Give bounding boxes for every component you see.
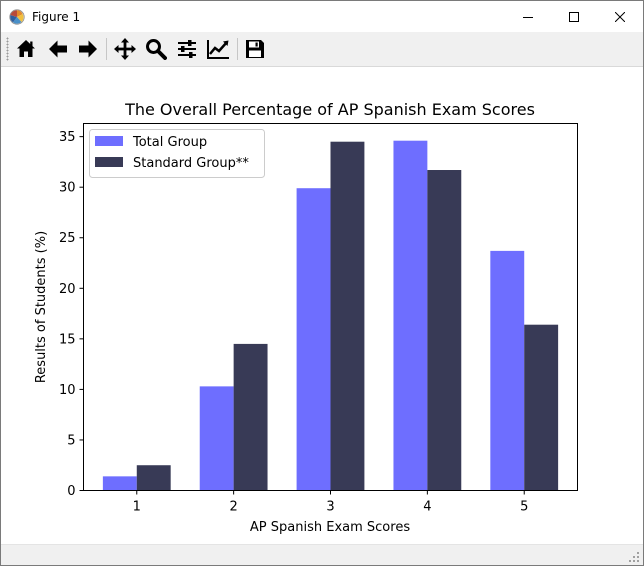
toolbar-separator xyxy=(237,38,238,60)
x-tick-label: 3 xyxy=(326,500,334,515)
x-ticks: 1 2 3 4 5 xyxy=(133,490,528,515)
x-axis-label: AP Spanish Exam Scores xyxy=(250,520,410,535)
y-tick-label: 35 xyxy=(59,130,76,145)
y-tick-label: 15 xyxy=(59,332,76,347)
magnifier-icon xyxy=(146,39,167,60)
resize-grip-icon[interactable] xyxy=(628,551,640,563)
legend: Total Group Standard Group** xyxy=(89,129,265,178)
back-button[interactable] xyxy=(45,36,71,62)
edit-axes-button[interactable] xyxy=(205,36,231,62)
matplotlib-logo-icon xyxy=(9,8,25,25)
legend-swatch-standard xyxy=(95,157,123,167)
navigation-toolbar xyxy=(1,32,643,67)
bar-total-4 xyxy=(393,140,428,491)
close-icon xyxy=(615,11,625,22)
x-tick-label: 2 xyxy=(229,500,237,515)
move-icon xyxy=(114,38,136,60)
legend-box xyxy=(89,129,265,178)
toolbar-grip[interactable] xyxy=(6,37,9,61)
arrow-right-icon xyxy=(79,40,97,58)
x-tick-label: 1 xyxy=(133,500,141,515)
minimize-icon xyxy=(523,16,533,18)
sliders-icon xyxy=(178,40,196,58)
bar-chart: The Overall Percentage of AP Spanish Exa… xyxy=(34,100,578,535)
bar-total-3 xyxy=(296,188,331,491)
floppy-icon xyxy=(246,40,264,58)
save-button[interactable] xyxy=(242,36,268,62)
arrow-left-icon xyxy=(49,40,67,58)
y-axis-label: Results of Students (%) xyxy=(34,231,49,383)
y-tick-label: 20 xyxy=(59,282,76,297)
plot-canvas[interactable]: The Overall Percentage of AP Spanish Exa… xyxy=(1,67,643,544)
legend-swatch-total xyxy=(95,136,123,146)
minimize-button[interactable] xyxy=(505,1,551,32)
home-icon xyxy=(17,40,35,57)
y-tick-label: 0 xyxy=(67,484,75,499)
toolbar-separator xyxy=(106,38,107,60)
home-button[interactable] xyxy=(13,36,39,62)
bar-standard-3 xyxy=(330,141,365,491)
chart-line-icon xyxy=(207,40,229,59)
zoom-button[interactable] xyxy=(143,36,169,62)
title-bar: Figure 1 xyxy=(1,1,643,32)
bar-standard-2 xyxy=(233,343,268,491)
bar-total-1 xyxy=(102,476,137,491)
pan-button[interactable] xyxy=(112,36,138,62)
subplots-button[interactable] xyxy=(174,36,200,62)
x-tick-label: 5 xyxy=(520,500,528,515)
bar-standard-4 xyxy=(427,170,462,491)
bar-standard-1 xyxy=(136,465,171,491)
bar-standard-5 xyxy=(524,324,559,491)
bars-group xyxy=(102,140,559,491)
y-tick-label: 25 xyxy=(59,231,76,246)
status-bar xyxy=(1,544,643,565)
bar-total-2 xyxy=(199,386,234,491)
chart-title: The Overall Percentage of AP Spanish Exa… xyxy=(124,100,535,119)
bar-total-5 xyxy=(490,250,525,491)
legend-label-standard: Standard Group** xyxy=(133,156,249,171)
legend-label-total: Total Group xyxy=(132,135,207,150)
y-tick-label: 30 xyxy=(59,181,76,196)
window-title: Figure 1 xyxy=(32,9,81,24)
window-controls xyxy=(505,1,643,32)
close-button[interactable] xyxy=(597,1,643,32)
maximize-button[interactable] xyxy=(551,1,597,32)
y-ticks: 0 5 10 15 20 25 30 35 xyxy=(59,130,84,499)
forward-button[interactable] xyxy=(75,36,101,62)
y-tick-label: 5 xyxy=(67,433,75,448)
y-tick-label: 10 xyxy=(59,383,76,398)
x-tick-label: 4 xyxy=(423,500,431,515)
maximize-icon xyxy=(569,11,579,22)
